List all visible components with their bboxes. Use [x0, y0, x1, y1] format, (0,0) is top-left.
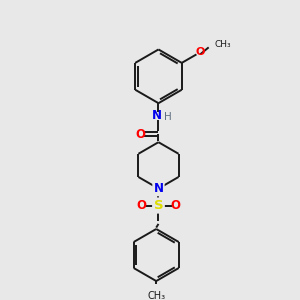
Text: N: N [152, 110, 162, 122]
Text: O: O [136, 199, 146, 212]
Text: N: N [154, 182, 164, 195]
Text: O: O [170, 199, 180, 212]
Text: CH₃: CH₃ [147, 291, 165, 300]
Text: CH₃: CH₃ [214, 40, 231, 49]
Text: O: O [195, 47, 205, 57]
Text: H: H [164, 112, 171, 122]
Text: O: O [135, 128, 145, 141]
Text: S: S [154, 199, 163, 212]
